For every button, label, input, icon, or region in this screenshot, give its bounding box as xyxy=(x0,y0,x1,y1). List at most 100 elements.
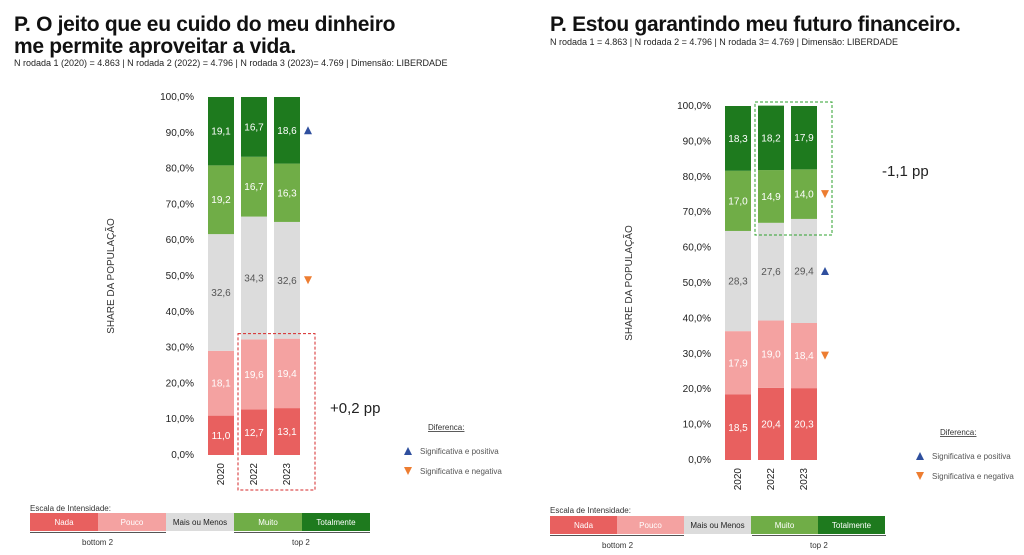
scale-mais-ou-menos: Mais ou Menos xyxy=(166,513,234,531)
data-label: 18,6 xyxy=(277,126,297,137)
data-label: 19,6 xyxy=(244,370,264,381)
data-label: 17,9 xyxy=(728,358,748,369)
y-tick-label: 30,0% xyxy=(166,343,194,354)
data-label: 14,9 xyxy=(761,192,781,203)
scale-nada: Nada xyxy=(550,516,617,534)
y-tick-label: 60,0% xyxy=(166,235,194,246)
highlight-dashed-box xyxy=(237,333,316,491)
data-label: 29,4 xyxy=(794,266,814,277)
data-label: 27,6 xyxy=(761,267,781,278)
sample-subtitle: N rodada 1 = 4.863 | N rodada 2 = 4.796 … xyxy=(550,37,898,47)
bar-segment-mais-ou-menos xyxy=(725,230,751,332)
bar-segment-pouco xyxy=(791,323,817,389)
bar-segment-muito xyxy=(725,170,751,231)
bar-segment-pouco xyxy=(208,350,234,416)
y-tick-label: 10,0% xyxy=(683,420,711,431)
y-tick-label: 80,0% xyxy=(166,164,194,175)
y-tick-label: 50,0% xyxy=(166,271,194,282)
legend-positive-label: Significativa e positiva xyxy=(932,452,1011,461)
y-tick-label: 90,0% xyxy=(166,128,194,139)
x-tick-label: 2020 xyxy=(216,463,227,486)
change-annotation: -1,1 pp xyxy=(882,163,929,180)
scale-totalmente: Totalmente xyxy=(818,516,885,534)
bar-segment-nada xyxy=(274,408,300,455)
data-label: 32,6 xyxy=(211,288,231,299)
x-tick-label: 2022 xyxy=(766,468,777,491)
bar-segment-muito xyxy=(241,156,267,217)
scale-title: Escala de Intensidade: xyxy=(30,504,111,513)
y-tick-label: 0,0% xyxy=(688,455,711,466)
data-label: 32,6 xyxy=(277,276,297,287)
data-label: 20,3 xyxy=(794,420,814,431)
y-tick-label: 20,0% xyxy=(683,384,711,395)
data-label: 34,3 xyxy=(244,273,264,284)
question-title-line2: me permite aproveitar a vida. xyxy=(14,35,296,58)
y-tick-label: 30,0% xyxy=(683,349,711,360)
y-tick-label: 10,0% xyxy=(166,414,194,425)
y-tick-label: 70,0% xyxy=(683,207,711,218)
data-label: 18,1 xyxy=(211,379,231,390)
y-tick-label: 40,0% xyxy=(166,307,194,318)
scale-totalmente: Totalmente xyxy=(302,513,370,531)
y-tick-label: 80,0% xyxy=(683,172,711,183)
y-tick-label: 100,0% xyxy=(160,92,194,103)
data-label: 13,1 xyxy=(277,427,297,438)
x-tick-label: 2022 xyxy=(249,463,260,486)
bar-segment-pouco xyxy=(758,320,784,388)
data-label: 12,7 xyxy=(244,428,264,439)
x-tick-label: 2023 xyxy=(799,468,810,491)
data-label: 19,0 xyxy=(761,350,781,361)
y-axis-label: SHARE DA POPULAÇÃO xyxy=(622,225,635,341)
data-label: 18,3 xyxy=(728,134,748,145)
data-label: 16,3 xyxy=(277,188,297,199)
y-tick-label: 100,0% xyxy=(677,101,711,112)
data-label: 17,9 xyxy=(794,133,814,144)
data-label: 17,0 xyxy=(728,196,748,207)
top-group-line xyxy=(752,535,886,536)
question-title-line1: P. O jeito que eu cuido do meu dinheiro xyxy=(14,13,396,36)
top-group-label: top 2 xyxy=(292,538,310,547)
bar-segment-nada xyxy=(208,415,234,455)
legend-positive-icon xyxy=(404,447,412,455)
stacked-bar-chart-left: 0,0% 10,0% 20,0% 30,0% 40,0% 50,0% 60,0% 70,0% 8… xyxy=(104,92,502,491)
x-tick-label: 2023 xyxy=(282,463,293,486)
bottom-group-line xyxy=(30,532,166,533)
data-label: 16,7 xyxy=(244,182,264,193)
data-label: 14,0 xyxy=(794,190,814,201)
chart-panel-left: P. O jeito que eu cuido do meu dinheiro … xyxy=(14,13,502,548)
y-tick-label: 20,0% xyxy=(166,378,194,389)
data-label: 28,3 xyxy=(728,277,748,288)
legend-positive-label: Significativa e positiva xyxy=(420,447,499,456)
y-tick-label: 70,0% xyxy=(166,199,194,210)
scale-muito: Muito xyxy=(751,516,818,534)
y-tick-label: 0,0% xyxy=(171,450,194,461)
scale-pouco: Pouco xyxy=(98,513,166,531)
legend-negative-icon xyxy=(404,467,412,475)
data-label: 18,2 xyxy=(761,133,781,144)
scale-mais-ou-menos: Mais ou Menos xyxy=(684,516,751,534)
negative-significance-marker xyxy=(821,351,829,360)
x-tick-label: 2020 xyxy=(733,468,744,491)
negative-significance-marker xyxy=(821,190,829,199)
sample-subtitle: N rodada 1 (2020) = 4.863 | N rodada 2 (… xyxy=(14,58,448,68)
bar-segment-muito xyxy=(208,165,234,235)
bar-segment-totalmente xyxy=(208,97,234,166)
data-label: 19,2 xyxy=(211,195,231,206)
negative-significance-marker xyxy=(304,276,312,285)
legend-title: Diferenca: xyxy=(940,428,976,437)
bar-segment-totalmente xyxy=(725,106,751,171)
top-group-line xyxy=(234,532,370,533)
data-label: 16,7 xyxy=(244,122,264,133)
positive-significance-marker xyxy=(821,266,829,275)
bar-segment-muito xyxy=(758,170,784,223)
bar-segment-totalmente xyxy=(274,97,300,164)
legend-negative-label: Significativa e negativa xyxy=(932,472,1014,481)
y-tick-label: 50,0% xyxy=(683,278,711,289)
bottom-group-label: bottom 2 xyxy=(602,541,634,550)
data-label: 18,4 xyxy=(794,351,814,362)
intensity-scale-right: Nada Pouco Mais ou Menos Muito Totalment… xyxy=(550,516,885,534)
data-label: 11,0 xyxy=(212,431,231,442)
top-group-label: top 2 xyxy=(810,541,828,550)
bar-segment-mais-ou-menos xyxy=(241,216,267,340)
bar-segment-mais-ou-menos xyxy=(758,222,784,321)
